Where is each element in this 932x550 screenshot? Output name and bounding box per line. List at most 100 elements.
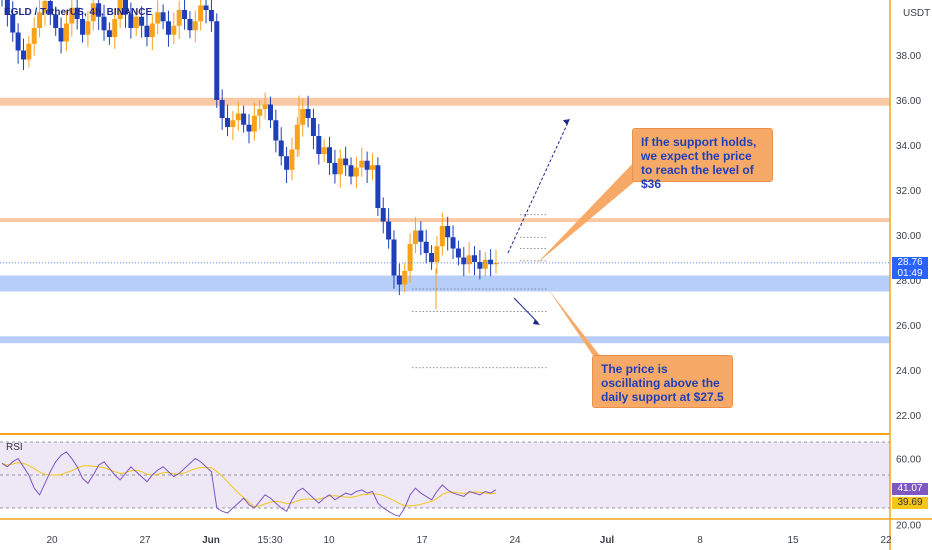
candle-body <box>31 28 37 44</box>
candle-body <box>106 30 112 37</box>
candle-body <box>386 221 392 240</box>
time-tick-label: 10 <box>323 535 335 546</box>
candle-body <box>101 16 107 31</box>
candle-body <box>294 124 300 150</box>
candle-body <box>171 25 177 35</box>
callout-pointer-lower <box>548 289 608 366</box>
price-tick-label: 34.00 <box>896 141 921 152</box>
candle-body <box>439 226 445 247</box>
callout-lower: The price is oscillating above the daily… <box>592 355 733 408</box>
candle-body <box>359 160 365 168</box>
candle-body <box>4 0 10 15</box>
candle-body <box>155 12 161 24</box>
candle-body <box>337 158 343 175</box>
rsi-ma-line <box>1 462 497 508</box>
price-pane[interactable] <box>0 0 932 435</box>
price-tick-label: 36.00 <box>896 96 921 107</box>
support-band-25-4 <box>0 336 890 344</box>
candle-body <box>450 237 456 249</box>
candle-body <box>289 149 295 170</box>
symbol-title: EGLD / TetherUS, 4h, BINANCE <box>4 7 152 18</box>
candle-body <box>192 21 198 31</box>
price-tick-label: 30.00 <box>896 231 921 242</box>
candle-body <box>455 248 461 258</box>
candle-body <box>160 12 166 22</box>
pane-separator <box>0 433 932 435</box>
candle-body <box>370 165 375 170</box>
candle-body <box>461 257 467 265</box>
candle-body <box>235 113 241 121</box>
time-tick-label: Jun <box>202 535 220 546</box>
countdown-value: 01:49 <box>897 268 923 279</box>
candle-body <box>63 23 69 42</box>
candle-body <box>69 7 75 24</box>
candle-body <box>37 12 43 28</box>
candle-body <box>278 140 284 157</box>
projection-arrowhead-up <box>563 119 570 126</box>
price-tick-label: 32.00 <box>896 186 921 197</box>
callout-pointer-upper <box>536 160 646 265</box>
rsi-tick-label: 20.00 <box>896 521 921 532</box>
candle-body <box>477 262 483 269</box>
candle-body <box>112 19 118 37</box>
candle-body <box>42 1 48 13</box>
candle-body <box>262 104 268 109</box>
candle-body <box>165 21 171 35</box>
rsi-pane[interactable] <box>0 441 890 517</box>
candle-body <box>149 23 155 37</box>
candle-body <box>316 136 322 154</box>
time-tick-label: 24 <box>509 535 521 546</box>
candle-body <box>20 50 26 60</box>
resistance-band-30-7 <box>0 218 890 223</box>
rsi-line <box>1 451 497 517</box>
candle-body <box>230 120 236 127</box>
price-tick-label: 26.00 <box>896 321 921 332</box>
candle-body <box>85 21 91 35</box>
candle-body <box>139 16 145 26</box>
time-tick-label: Jul <box>600 535 615 546</box>
time-tick-label: 20 <box>46 535 58 546</box>
time-tick-label: 22 <box>880 535 892 546</box>
candle-body <box>203 5 209 10</box>
candle-body <box>493 262 499 265</box>
candle-body <box>472 255 478 262</box>
projection-arrowhead-down <box>533 319 540 325</box>
candle-body <box>15 32 21 51</box>
candle-body <box>26 43 32 60</box>
candle-body <box>117 0 123 19</box>
candle-body <box>445 226 451 238</box>
price-tick-label: 22.00 <box>896 411 921 422</box>
candle-body <box>310 118 316 136</box>
price-tick-label: 28.00 <box>896 276 921 287</box>
candle-body <box>348 165 354 177</box>
candle-body <box>251 115 257 132</box>
time-tick-label: 15:30 <box>257 535 282 546</box>
support-band-27-5 <box>0 275 890 292</box>
time-tick-label: 8 <box>697 535 703 546</box>
last-price-value: 28.76 <box>897 257 923 268</box>
candle-body <box>364 160 370 170</box>
candle-body <box>412 230 418 244</box>
rsi-tick-label: 60.00 <box>896 455 921 466</box>
candle-body <box>90 3 96 22</box>
candle-body <box>128 14 134 28</box>
rsi-label: RSI <box>6 442 23 453</box>
candle-body <box>267 104 273 121</box>
candle-body <box>353 167 359 177</box>
rsi-value-tag: 41.07 <box>892 483 928 495</box>
candle-body <box>123 0 128 15</box>
candle-body <box>187 19 193 31</box>
candle-body <box>482 259 488 269</box>
candle-body <box>257 109 263 116</box>
currency-label: USDT <box>903 8 930 19</box>
candle-body <box>402 271 408 285</box>
candle-body <box>219 100 225 118</box>
candle-body <box>327 147 333 163</box>
candle-body <box>80 19 86 35</box>
candle-body <box>273 120 279 141</box>
candle-body <box>176 10 182 26</box>
candle-body <box>391 239 397 276</box>
candle-body <box>96 3 102 17</box>
candle-body <box>343 158 349 166</box>
